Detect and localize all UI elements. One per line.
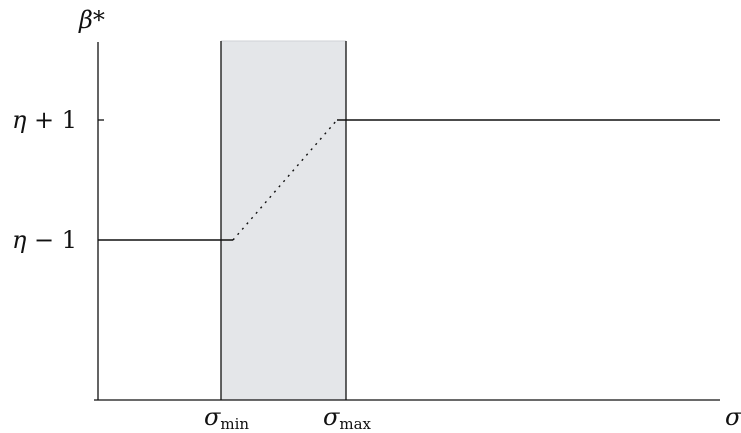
tick-operator: + 1 bbox=[34, 106, 78, 134]
x-tick-label-sigma-max: σmax bbox=[323, 403, 371, 432]
y-tick-label-eta-plus-1: η + 1 bbox=[12, 108, 77, 132]
y-axis-label-text: β* bbox=[79, 6, 105, 34]
y-tick-label-eta-minus-1: η − 1 bbox=[12, 228, 77, 252]
shaded-band bbox=[221, 41, 346, 400]
tick-subscript: max bbox=[339, 415, 372, 433]
tick-operator: − 1 bbox=[34, 226, 78, 254]
x-axis-label-text: σ bbox=[725, 403, 741, 431]
x-axis-label: σ bbox=[725, 405, 741, 429]
tick-symbol: σ bbox=[323, 403, 340, 431]
y-axis-label: β* bbox=[79, 8, 105, 32]
tick-symbol: η bbox=[12, 226, 27, 254]
tick-subscript: min bbox=[220, 415, 250, 433]
tick-symbol: σ bbox=[204, 403, 221, 431]
tick-symbol: η bbox=[12, 106, 27, 134]
x-tick-label-sigma-min: σmin bbox=[204, 403, 249, 432]
